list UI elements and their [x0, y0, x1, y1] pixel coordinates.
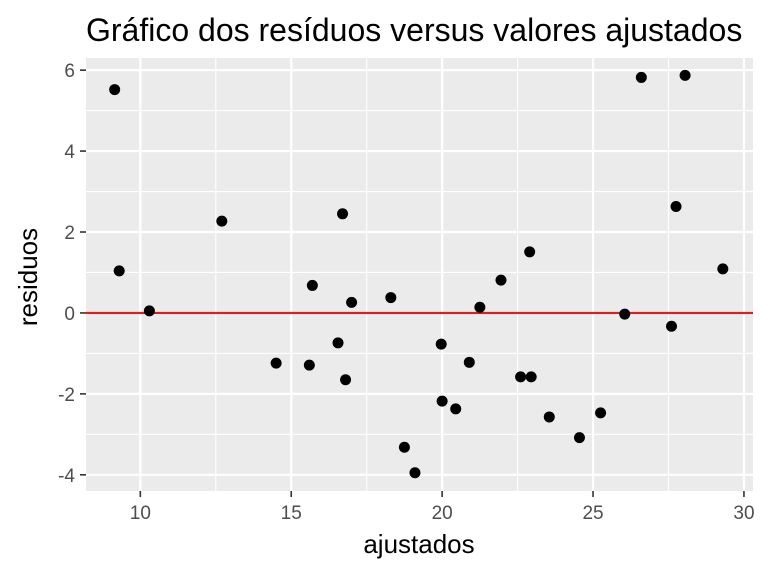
data-point	[635, 71, 647, 83]
x-axis-title: ajustados	[363, 529, 474, 559]
y-tick-label: 6	[64, 61, 75, 82]
data-point	[337, 208, 349, 220]
data-point	[619, 308, 631, 320]
data-point	[398, 441, 410, 453]
y-tick-label: 2	[64, 223, 75, 244]
x-tick-label: 15	[281, 503, 302, 524]
chart-title: Gráfico dos resíduos versus valores ajus…	[86, 12, 742, 48]
data-point	[270, 357, 282, 369]
x-axis-ticks: 10 15 20 25 30	[130, 491, 755, 524]
data-point	[113, 265, 125, 277]
y-tick-label: 0	[64, 304, 75, 325]
y-tick-label: -2	[58, 385, 75, 406]
data-point	[670, 201, 682, 213]
data-point	[573, 432, 585, 444]
data-point	[463, 356, 475, 368]
data-points	[109, 69, 729, 479]
data-point	[474, 301, 486, 313]
x-tick-label: 20	[432, 503, 453, 524]
y-tick-label: 4	[64, 142, 75, 163]
data-point	[216, 215, 228, 227]
data-point	[717, 263, 729, 275]
data-point	[143, 305, 155, 317]
data-point	[595, 407, 607, 419]
data-point	[332, 337, 344, 349]
data-point	[306, 279, 318, 291]
data-point	[346, 296, 358, 308]
data-point	[525, 371, 537, 383]
data-point	[303, 359, 315, 371]
data-point	[109, 84, 121, 96]
minor-gridlines	[86, 58, 753, 491]
y-tick-label: -4	[58, 466, 75, 487]
data-point	[385, 292, 397, 304]
data-point	[435, 338, 447, 350]
x-tick-label: 25	[582, 503, 603, 524]
data-point	[515, 371, 527, 383]
x-tick-label: 30	[733, 503, 754, 524]
data-point	[450, 403, 462, 415]
data-point	[666, 320, 678, 332]
data-point	[409, 467, 421, 479]
data-point	[340, 374, 352, 386]
y-axis-title: residuos	[13, 228, 43, 326]
plot-panel	[86, 58, 753, 491]
y-axis-ticks: -4 -2 0 2 4 6	[58, 61, 86, 487]
data-point	[524, 246, 536, 258]
data-point	[495, 274, 507, 286]
data-point	[436, 395, 448, 407]
data-point	[543, 411, 555, 423]
x-tick-label: 10	[130, 503, 151, 524]
data-point	[679, 69, 691, 81]
